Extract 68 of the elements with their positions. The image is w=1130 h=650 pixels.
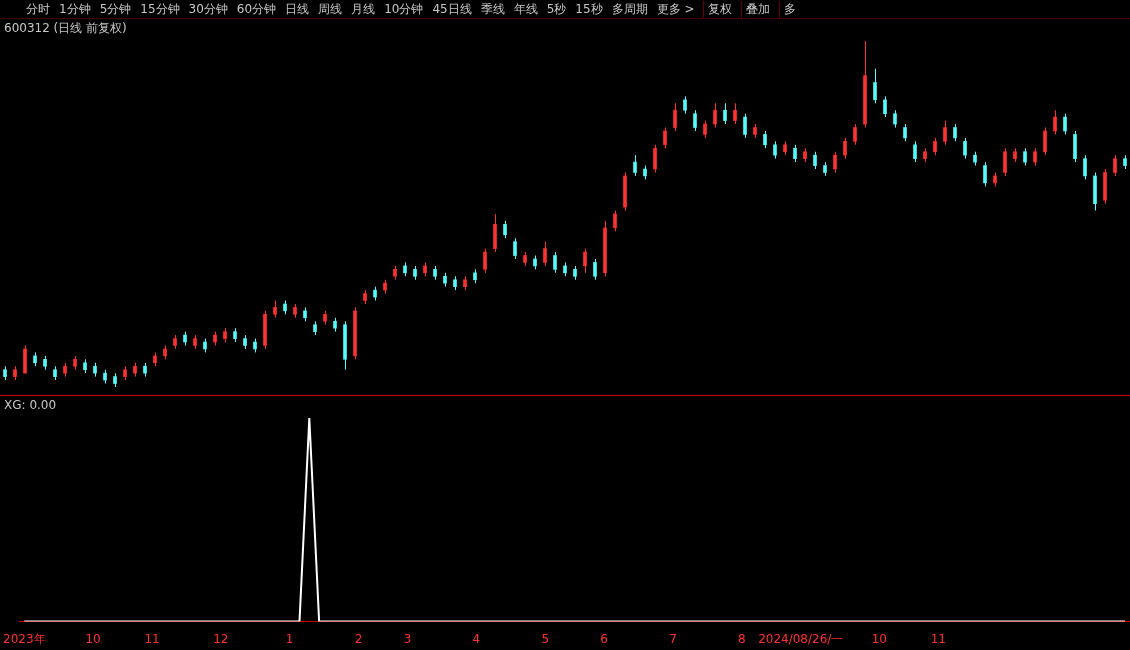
x-tick-label: 2024/08/26/一: [758, 631, 844, 646]
text: 15分钟: [140, 0, 180, 18]
x-tick-label: 6: [600, 631, 608, 646]
x-tick-label: 10: [85, 631, 101, 646]
candlestick: [1063, 113, 1067, 135]
chart-title: 600312 (日线 前复权): [3, 20, 128, 37]
x-tick-label: 12: [213, 631, 229, 646]
candlestick: [633, 154, 637, 177]
candlestick: [553, 251, 557, 274]
text: 周线: [318, 0, 343, 18]
text: 15秒: [575, 0, 603, 18]
candlestick: [883, 95, 887, 118]
candlestick: [513, 237, 517, 260]
candlestick: [1053, 109, 1057, 135]
candlestick: [673, 102, 677, 132]
text: 分时: [26, 0, 50, 18]
x-tick-label: 4: [472, 631, 481, 646]
candlestick: [613, 210, 617, 232]
candlestick: [583, 248, 587, 274]
x-tick-label: 8: [737, 631, 746, 646]
text: 30分钟: [188, 0, 228, 18]
candlestick: [873, 68, 877, 104]
text: 更多 >: [656, 0, 695, 18]
candlestick: [853, 123, 857, 146]
text: 叠加: [741, 0, 771, 18]
x-tick-label: 2023年: [3, 631, 46, 646]
text: 5分钟: [99, 0, 132, 18]
candlestick: [843, 137, 847, 160]
candlestick: [663, 127, 667, 149]
candlestick: [983, 161, 987, 187]
candlestick: [543, 241, 547, 267]
candlestick: [693, 109, 697, 132]
x-tick-label: 5: [541, 631, 550, 646]
text: 60分钟: [236, 0, 277, 18]
candlestick: [1083, 154, 1087, 180]
candlestick: [483, 248, 487, 274]
x-tick-label: 3: [403, 631, 412, 646]
candlestick: [593, 258, 597, 281]
text: 5秒: [546, 0, 567, 18]
candlestick: [913, 140, 917, 163]
text: 多: [779, 0, 797, 18]
text: 45日线: [432, 0, 472, 18]
x-tick-label: 10: [871, 631, 888, 646]
chart-title: XG: 0.00: [3, 397, 58, 414]
candlestick: [723, 102, 727, 125]
candlestick: [653, 144, 657, 173]
candlestick: [1113, 154, 1117, 177]
text: 年线: [513, 0, 538, 18]
candlestick: [743, 113, 747, 139]
x-tick-label: 7: [669, 631, 677, 646]
x-tick-label: 11: [930, 631, 946, 646]
x-tick-label: 2: [354, 631, 363, 646]
text: 月线: [351, 0, 376, 18]
text: 1分钟: [59, 0, 91, 18]
text: 多周期: [611, 0, 648, 18]
text: 10分钟: [384, 0, 424, 18]
text: 复权: [703, 0, 733, 18]
candlestick: [963, 137, 967, 160]
candlestick: [1003, 147, 1007, 177]
candlestick: [1043, 127, 1047, 156]
candlestick: [943, 120, 947, 146]
text: 季线: [480, 0, 505, 18]
x-tick-label: 1: [285, 631, 294, 646]
candlestick: [733, 102, 737, 125]
candlestick: [833, 151, 837, 173]
x-tick-label: 11: [144, 631, 160, 646]
candlestick: [713, 102, 717, 128]
text: 日线: [285, 0, 310, 18]
